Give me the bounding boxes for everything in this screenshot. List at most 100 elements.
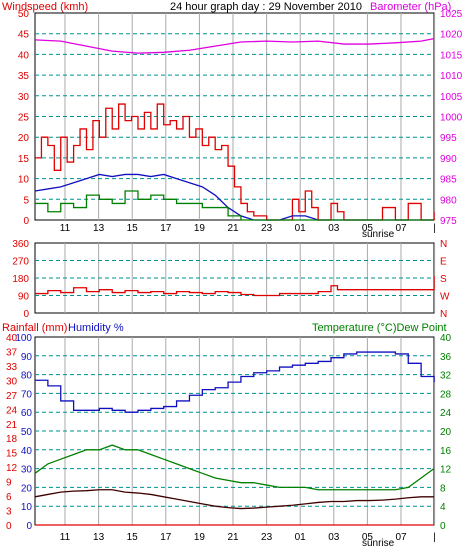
humidity-axis-title: Humidity % [68, 322, 124, 334]
direction-line [35, 276, 435, 297]
y-tick-label: 25 [18, 113, 30, 124]
y-tick-label: 27 [6, 391, 18, 402]
x-tick-label: 05 [362, 532, 374, 543]
y-tick-label: 20 [440, 427, 452, 438]
y-tick-label: S [440, 274, 447, 285]
barometer-line [34, 38, 435, 54]
direction-ticks: 0 90 180 270 360 [12, 239, 29, 320]
temperature-line [34, 444, 435, 491]
y-tick-label: 0 [440, 521, 446, 532]
x-tick-label: 21 [227, 223, 239, 234]
y-tick-label: 180 [12, 274, 29, 285]
x-tick-label: 23 [261, 223, 273, 234]
bottom-grid [35, 337, 436, 525]
y-tick-label: 50 [21, 427, 33, 438]
top-panel: Windspeed (kmh) 24 hour graph day : 29 N… [2, 1, 463, 240]
y-tick-label: 8 [440, 483, 446, 494]
y-tick-label: 36 [440, 352, 452, 363]
humidity-line [35, 351, 435, 413]
x-tick-label: 07 [395, 532, 407, 543]
y-tick-label: 10 [18, 175, 30, 186]
dewpoint-line [34, 489, 434, 510]
x-tick-label: 07 [395, 223, 407, 234]
windspeed-axis-title: Windspeed (kmh) [2, 1, 88, 13]
average2-line [35, 190, 434, 221]
y-tick-label: 30 [6, 376, 18, 387]
y-tick-label: 30 [21, 465, 33, 476]
sunrise-label-top: sunrise [362, 229, 395, 240]
gust-line [35, 103, 435, 221]
bottom-x-ticks: 11 13 15 17 19 21 23 01 03 05 07 | [60, 532, 436, 543]
rainfall-ticks: 0 3 6 9 12 15 18 21 24 27 30 33 37 40 [6, 333, 18, 532]
y-tick-label: 0 [23, 309, 29, 320]
x-tick-label: 03 [328, 223, 340, 234]
y-tick-label: 1010 [440, 71, 463, 82]
y-tick-label: 0 [26, 521, 32, 532]
rainfall-axis-title: Rainfall (mm) [2, 322, 67, 334]
x-tick-label: | [433, 532, 436, 543]
y-tick-label: 12 [6, 463, 18, 474]
y-tick-label: 20 [21, 483, 33, 494]
y-tick-label: 995 [440, 133, 457, 144]
y-tick-label: 90 [21, 352, 33, 363]
mid-grid [35, 243, 436, 313]
x-tick-label: 01 [295, 532, 307, 543]
y-tick-label: 80 [21, 371, 33, 382]
graph-title: 24 hour graph day : 29 November 2010 [170, 1, 362, 13]
y-tick-label: 21 [6, 420, 18, 431]
y-tick-label: 33 [6, 362, 18, 373]
y-tick-label: 6 [6, 492, 12, 503]
x-tick-label: 17 [160, 532, 172, 543]
y-tick-label: 40 [21, 446, 33, 457]
y-tick-label: 0 [6, 521, 12, 532]
y-tick-label: 20 [18, 133, 30, 144]
y-tick-label: 12 [440, 465, 452, 476]
y-tick-label: 360 [12, 239, 29, 250]
y-tick-label: 50 [18, 9, 30, 20]
x-tick-label: 19 [194, 532, 206, 543]
y-tick-label: 90 [18, 292, 30, 303]
x-tick-label: 11 [60, 532, 71, 543]
y-tick-label: E [440, 257, 447, 268]
x-tick-label: 11 [60, 223, 71, 234]
y-tick-label: 28 [440, 389, 452, 400]
x-tick-label: 13 [93, 223, 105, 234]
x-tick-label: 03 [328, 532, 340, 543]
y-tick-label: 40 [18, 50, 30, 61]
x-tick-label: 23 [261, 532, 273, 543]
y-tick-label: 975 [440, 216, 457, 227]
x-tick-label: 19 [194, 223, 206, 234]
y-tick-label: 1025 [440, 9, 463, 20]
y-tick-label: 32 [440, 371, 452, 382]
x-tick-label: 17 [160, 223, 172, 234]
y-tick-label: 10 [21, 502, 33, 513]
x-tick-label: 15 [127, 223, 139, 234]
y-tick-label: 70 [21, 389, 33, 400]
y-tick-label: 45 [18, 30, 30, 41]
y-tick-label: 3 [6, 507, 12, 518]
bottom-series [34, 351, 435, 526]
y-tick-label: 35 [18, 71, 30, 82]
y-tick-label: 1020 [440, 30, 463, 41]
y-tick-label: 60 [21, 408, 33, 419]
mid-series [35, 276, 435, 297]
y-tick-label: 16 [440, 446, 452, 457]
y-tick-label: 15 [18, 154, 30, 165]
sunrise-label-bottom: sunrise [362, 538, 395, 549]
y-tick-label: 990 [440, 154, 457, 165]
y-tick-label: 1005 [440, 92, 463, 103]
x-tick-label: 15 [127, 532, 139, 543]
y-tick-label: N [440, 309, 447, 320]
y-tick-label: 985 [440, 175, 457, 186]
barometer-axis-title: Barometer (hPa) [370, 1, 451, 13]
x-tick-label: 13 [93, 532, 105, 543]
y-tick-label: 15 [6, 449, 18, 460]
bottom-panel: Rainfall (mm) Humidity % Temperature (°C… [2, 322, 452, 549]
windspeed-ticks: 0 5 10 15 20 25 30 35 40 45 50 [18, 9, 30, 227]
y-tick-label: 1000 [440, 113, 463, 124]
temperature-ticks: 0 4 8 12 16 20 24 28 32 36 40 [440, 333, 452, 532]
top-x-ticks: 11 13 15 17 19 21 23 01 03 05 07 | [60, 223, 436, 234]
barometer-ticks: 975 980 985 990 995 1000 1005 1010 1015 1020 1025 [440, 9, 463, 227]
